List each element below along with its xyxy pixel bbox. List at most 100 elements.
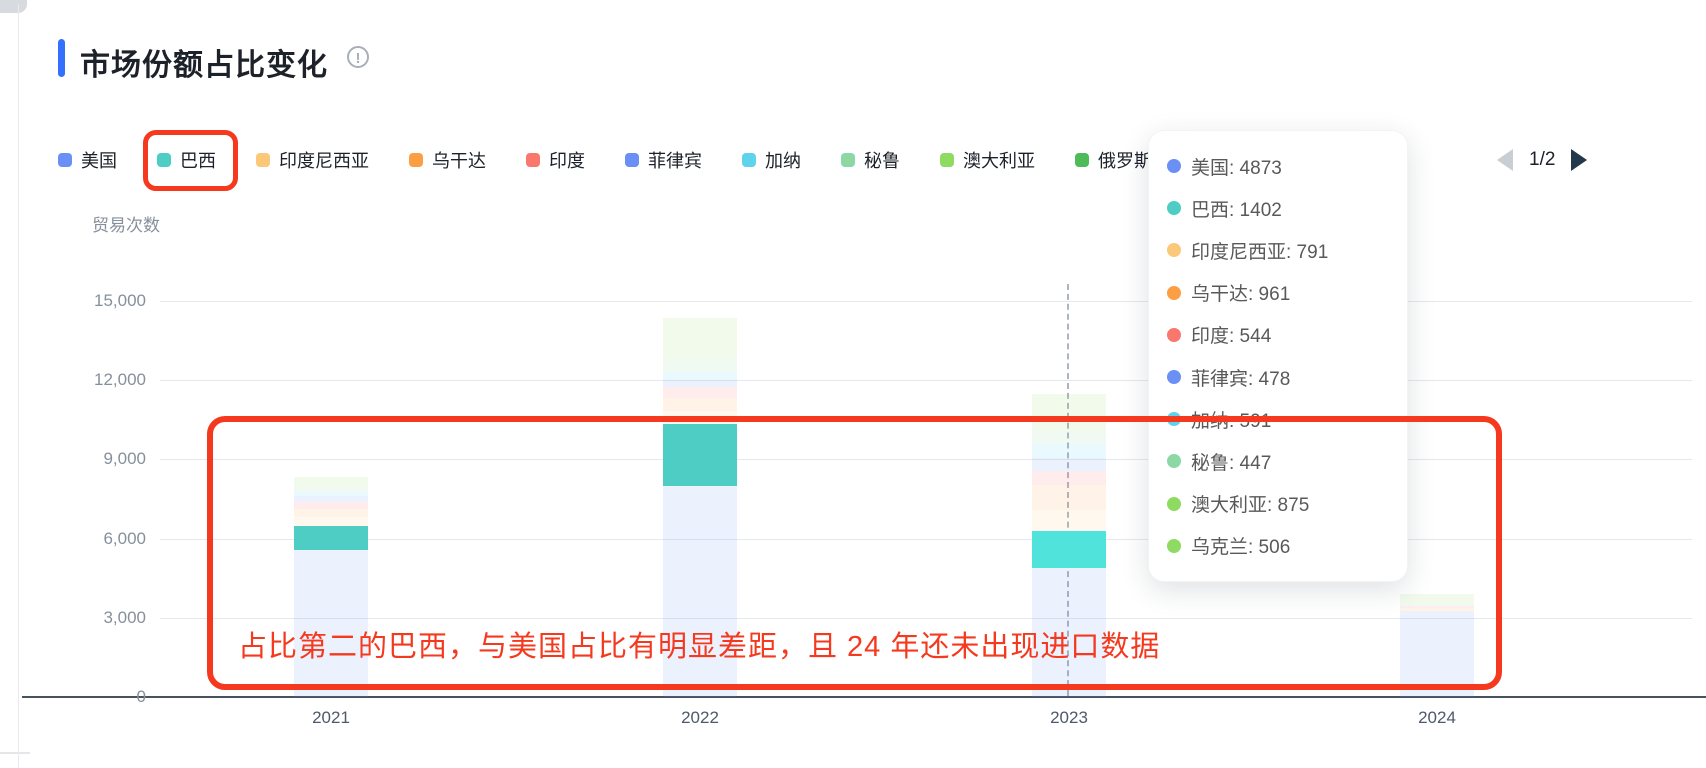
bar-segment bbox=[663, 397, 737, 411]
legend-item-6[interactable]: 加纳 bbox=[742, 147, 801, 173]
gridline bbox=[160, 617, 1692, 619]
legend-item-9[interactable]: 俄罗斯 bbox=[1075, 147, 1152, 173]
gridline bbox=[160, 538, 1692, 540]
legend-item-0[interactable]: 美国 bbox=[58, 147, 117, 173]
tooltip-row: 秘鲁: 447 bbox=[1167, 448, 1389, 475]
tooltip-row: 澳大利亚: 875 bbox=[1167, 490, 1389, 517]
bar-segment bbox=[663, 380, 737, 387]
tooltip-row: 印度: 544 bbox=[1167, 321, 1389, 348]
bar-segment bbox=[294, 509, 368, 517]
bar-segment bbox=[1032, 394, 1106, 408]
legend-item-label: 印度 bbox=[549, 151, 585, 171]
series-color-dot-icon bbox=[1167, 201, 1181, 216]
bar-segment bbox=[663, 336, 737, 361]
legend-prev-arrow-icon[interactable] bbox=[1497, 149, 1513, 171]
x-axis-line bbox=[22, 696, 1706, 698]
gridline bbox=[160, 301, 1692, 302]
tooltip-row-text: 印度: 544 bbox=[1191, 326, 1272, 348]
bar-segment bbox=[1032, 510, 1106, 532]
legend-swatch-icon bbox=[58, 153, 72, 167]
legend-item-label: 菲律宾 bbox=[648, 151, 702, 171]
legend-item-5[interactable]: 菲律宾 bbox=[625, 147, 702, 173]
series-color-dot-icon bbox=[1167, 159, 1181, 174]
series-color-dot-icon bbox=[1167, 454, 1181, 469]
bar-segment bbox=[1400, 608, 1474, 612]
bar-segment bbox=[294, 495, 368, 502]
legend-item-3[interactable]: 乌干达 bbox=[409, 147, 486, 173]
tooltip-row-text: 巴西: 1402 bbox=[1191, 199, 1282, 221]
stacked-bar-2023[interactable] bbox=[1032, 394, 1106, 697]
tooltip-row: 菲律宾: 478 bbox=[1167, 364, 1389, 391]
series-color-dot-icon bbox=[1167, 496, 1181, 511]
chart-tooltip: 美国: 4873 巴西: 1402 印度尼西亚: 791 乌干达: 961 印度: 54… bbox=[1148, 130, 1408, 582]
tooltip-row-text: 秘鲁: 447 bbox=[1191, 452, 1272, 474]
tooltip-row-text: 印度尼西亚: 791 bbox=[1191, 241, 1329, 263]
legend-item-1[interactable]: 巴西 bbox=[143, 130, 238, 191]
bar-segment bbox=[1400, 596, 1474, 604]
tooltip-row-text: 加纳: 591 bbox=[1191, 410, 1272, 432]
bar-segment bbox=[294, 525, 368, 550]
bar-segment bbox=[1032, 458, 1106, 471]
legend-swatch-icon bbox=[256, 153, 270, 167]
legend-swatch-icon bbox=[841, 153, 855, 167]
tooltip-row: 乌克兰: 506 bbox=[1167, 532, 1389, 559]
y-axis-tick-label: 6,000 bbox=[103, 528, 146, 548]
x-axis-tick-label: 2022 bbox=[681, 708, 719, 727]
tooltip-row: 加纳: 591 bbox=[1167, 406, 1389, 433]
tooltip-row-text: 澳大利亚: 875 bbox=[1191, 495, 1310, 517]
bar-segment bbox=[663, 410, 737, 425]
legend-item-label: 澳大利亚 bbox=[963, 151, 1035, 171]
stacked-bar-2021[interactable] bbox=[294, 476, 368, 697]
tooltip-row-text: 乌克兰: 506 bbox=[1191, 537, 1291, 559]
tooltip-row: 美国: 4873 bbox=[1167, 153, 1389, 180]
legend-item-label: 加纳 bbox=[765, 151, 801, 171]
legend-swatch-icon bbox=[742, 153, 756, 167]
legend-item-label: 乌干达 bbox=[432, 151, 486, 171]
stacked-bar-2022[interactable] bbox=[663, 318, 737, 697]
legend-item-label: 秘鲁 bbox=[864, 151, 900, 171]
bar-segment bbox=[663, 424, 737, 487]
info-circle-icon[interactable]: ! bbox=[347, 46, 369, 68]
page-title: 市场份额占比变化 bbox=[80, 49, 328, 82]
x-axis-tick-label: 2021 bbox=[312, 708, 350, 727]
annotation-text: 占比第二的巴西，与美国占比有明显差距，且 24 年还未出现进口数据 bbox=[238, 631, 1161, 663]
bar-segment bbox=[294, 549, 368, 697]
y-axis-tick-label: 3,000 bbox=[103, 607, 146, 627]
bar-segment bbox=[1400, 603, 1474, 606]
page-corner-chip bbox=[0, 0, 27, 13]
bar-segment bbox=[663, 486, 737, 697]
bar-segment bbox=[1400, 605, 1474, 609]
legend-item-7[interactable]: 秘鲁 bbox=[841, 147, 900, 173]
legend-item-label: 印度尼西亚 bbox=[279, 151, 369, 171]
legend-next-arrow-icon[interactable] bbox=[1571, 149, 1588, 171]
legend-pagination: 1/2 bbox=[1497, 146, 1588, 174]
stacked-bar-2024[interactable] bbox=[1400, 594, 1474, 697]
y-axis-title: 贸易次数 bbox=[92, 216, 160, 235]
page-corner-line bbox=[0, 752, 30, 754]
bar-segment bbox=[1032, 470, 1106, 486]
legend-item-4[interactable]: 印度 bbox=[526, 147, 585, 173]
legend-item-8[interactable]: 澳大利亚 bbox=[940, 147, 1035, 173]
tooltip-row-text: 菲律宾: 478 bbox=[1191, 368, 1291, 390]
bar-segment bbox=[294, 492, 368, 496]
bar-segment bbox=[1032, 442, 1106, 459]
gridline bbox=[160, 459, 1692, 461]
x-axis-tick-label: 2023 bbox=[1050, 708, 1088, 727]
series-color-dot-icon bbox=[1167, 285, 1181, 300]
tooltip-row-text: 乌干达: 961 bbox=[1191, 284, 1291, 306]
bar-segment bbox=[294, 501, 368, 510]
tooltip-row-text: 美国: 4873 bbox=[1191, 157, 1282, 179]
legend-item-2[interactable]: 印度尼西亚 bbox=[256, 147, 369, 173]
tooltip-row: 乌干达: 961 bbox=[1167, 279, 1389, 306]
bar-segment bbox=[294, 480, 368, 488]
bar-segment bbox=[294, 476, 368, 481]
series-color-dot-icon bbox=[1167, 412, 1181, 427]
legend-swatch-icon bbox=[526, 153, 540, 167]
bar-segment bbox=[663, 372, 737, 381]
legend-page-indicator: 1/2 bbox=[1529, 149, 1556, 170]
series-color-dot-icon bbox=[1167, 327, 1181, 342]
bar-segment bbox=[663, 360, 737, 373]
legend-swatch-icon bbox=[157, 153, 171, 167]
legend-swatch-icon bbox=[625, 153, 639, 167]
